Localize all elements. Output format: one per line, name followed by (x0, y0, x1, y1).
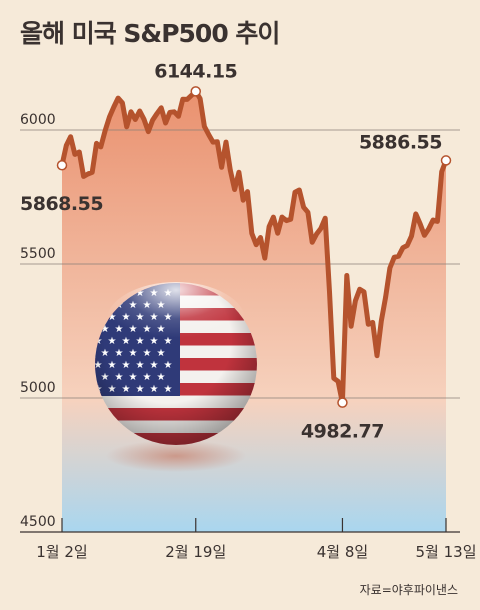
ball-gloss (106, 282, 246, 362)
annotation-label: 4982.77 (301, 421, 384, 443)
annotation-marker (440, 155, 452, 166)
ball-shadow (106, 440, 246, 472)
x-tick-label: 4월 8일 (317, 543, 368, 561)
x-tick-label: 2월 19일 (165, 543, 226, 561)
source-note: 자료=야후파이낸스 (359, 583, 458, 597)
y-tick-label: 5000 (20, 380, 56, 396)
annotation-marker (337, 397, 348, 408)
annotation-marker (190, 86, 202, 97)
y-tick-label: 6000 (20, 112, 56, 128)
y-tick-label: 5500 (20, 246, 56, 262)
chart-title: 올해 미국 S&P500 추이 (20, 19, 280, 48)
annotation-label: 6144.15 (154, 60, 237, 82)
annotation-label: 5868.55 (20, 193, 103, 215)
y-tick-label: 4500 (20, 514, 56, 530)
series-line (59, 88, 449, 406)
annotation-marker (56, 159, 68, 171)
annotation-label: 5886.55 (359, 131, 442, 153)
x-tick-label: 1월 2일 (36, 543, 87, 561)
x-tick-label: 5월 13일 (416, 543, 477, 561)
